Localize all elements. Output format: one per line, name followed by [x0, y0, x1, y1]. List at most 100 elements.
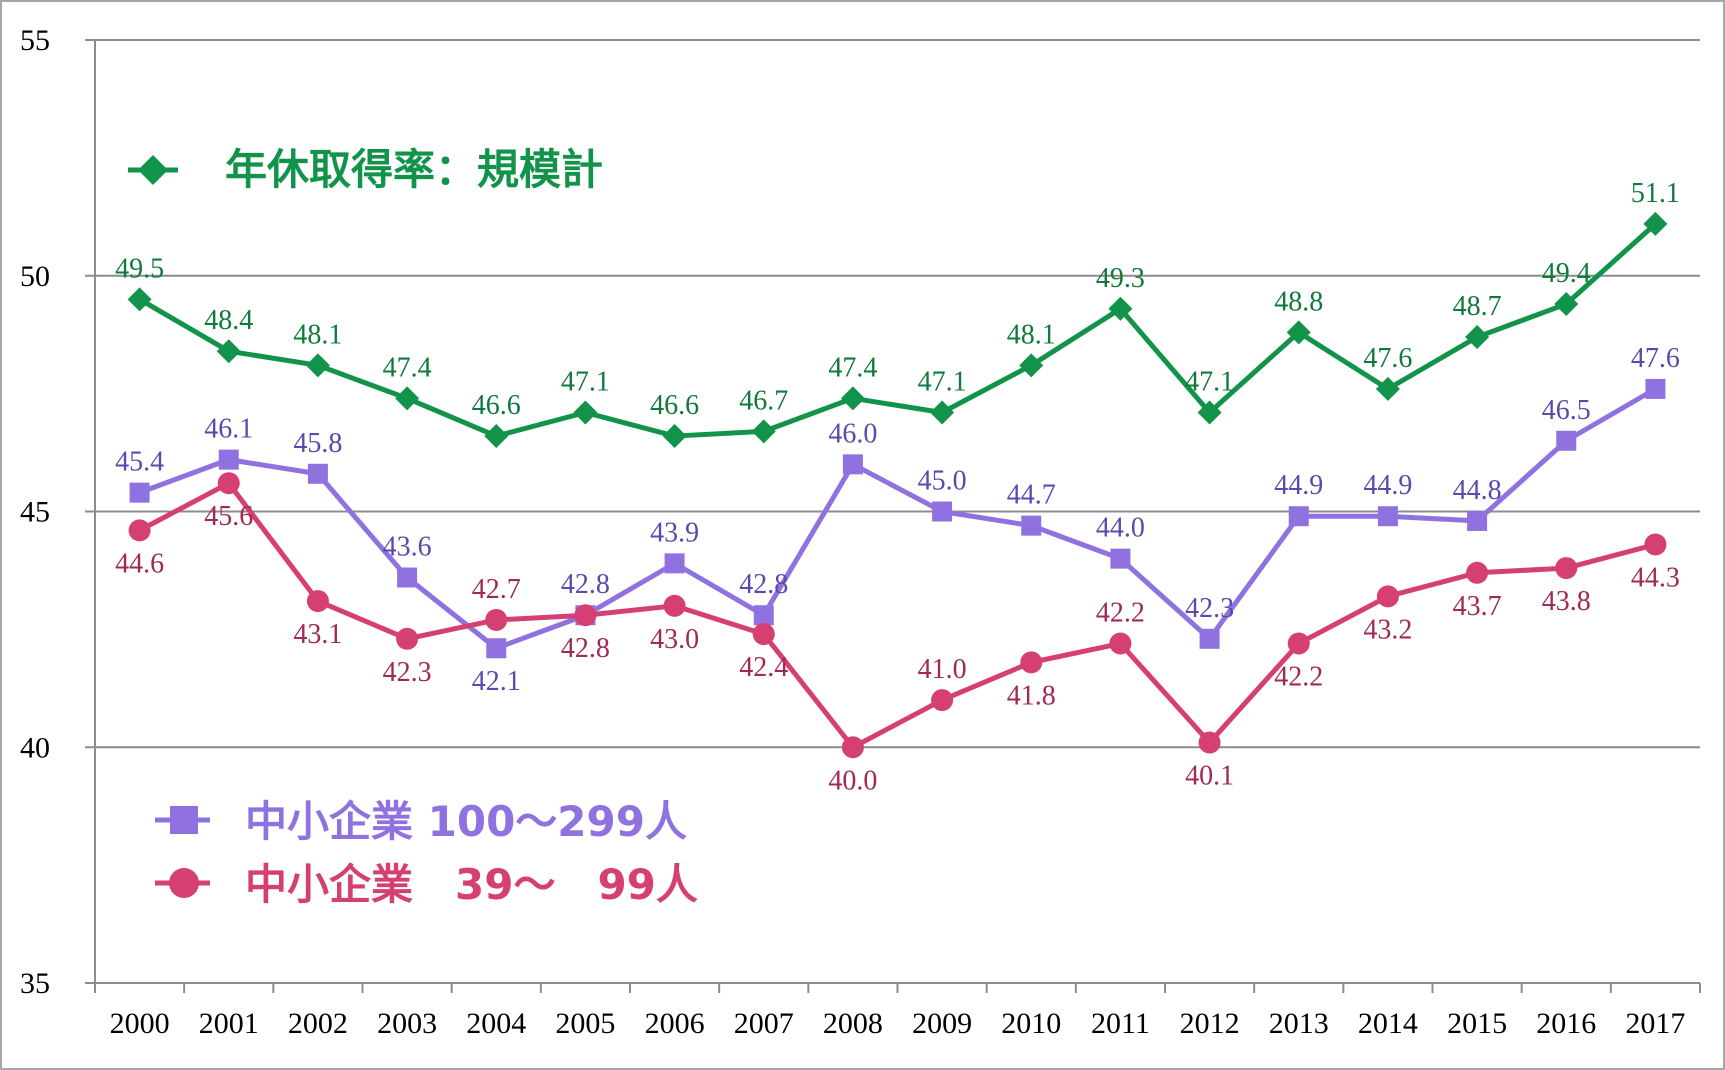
- diamond-point-2011: [1108, 296, 1133, 321]
- legend-label-100-299: 中小企業 100～299人: [245, 797, 687, 846]
- data-label-s1-2000: 45.4: [115, 447, 164, 478]
- circle-point-2017: [1644, 533, 1667, 556]
- diamond-point-2014: [1375, 376, 1400, 401]
- x-tick-label-2001: 2001: [199, 1007, 259, 1040]
- diamond-point-2008: [840, 386, 865, 411]
- data-label-s1-2003: 43.6: [383, 532, 432, 563]
- square-marker-icon: [170, 806, 198, 834]
- data-label-s1-2014: 44.9: [1363, 470, 1412, 501]
- data-label-s0-2016: 49.4: [1542, 258, 1591, 289]
- data-label-s0-2005: 47.1: [561, 366, 610, 397]
- x-tick-label-2012: 2012: [1180, 1007, 1240, 1040]
- diamond-point-2012: [1197, 400, 1222, 425]
- data-label-s2-2011: 42.2: [1096, 598, 1145, 629]
- axes: [85, 39, 1701, 993]
- diamond-point-2016: [1554, 292, 1579, 317]
- data-label-s1-2010: 44.7: [1007, 480, 1056, 511]
- x-tick-label-2017: 2017: [1625, 1007, 1685, 1040]
- data-label-s1-2015: 44.8: [1453, 475, 1502, 506]
- data-label-s2-2008: 40.0: [828, 765, 877, 796]
- legend-item-39-99: 中小企業 39～ 99人: [155, 860, 698, 909]
- data-label-s1-2001: 46.1: [204, 414, 253, 445]
- data-label-s2-2006: 43.0: [650, 624, 699, 655]
- circle-marker-icon: [169, 868, 199, 898]
- diamond-point-2002: [305, 353, 330, 378]
- data-label-s2-2005: 42.8: [561, 633, 610, 664]
- y-tick-labels: 35 40 45 50 55: [20, 24, 50, 1000]
- square-point-2010: [1021, 515, 1042, 536]
- gridlines: [95, 39, 1700, 749]
- circle-point-2012: [1198, 731, 1221, 754]
- x-tick-label-2005: 2005: [555, 1007, 615, 1040]
- diamond-point-2004: [484, 424, 509, 449]
- data-label-s0-2001: 48.4: [204, 305, 253, 336]
- square-point-2017: [1645, 378, 1666, 399]
- data-label-s2-2003: 42.3: [383, 657, 432, 688]
- circle-point-2011: [1109, 632, 1132, 655]
- circle-point-2008: [841, 736, 864, 759]
- circle-point-2006: [663, 594, 686, 617]
- data-label-s2-2004: 42.7: [472, 574, 521, 605]
- data-label-s2-2015: 43.7: [1453, 591, 1502, 622]
- circle-point-2014: [1376, 585, 1399, 608]
- data-label-s2-2000: 44.6: [115, 548, 164, 579]
- circle-point-2002: [306, 590, 329, 613]
- square-point-2013: [1288, 506, 1309, 527]
- data-label-s0-2002: 48.1: [293, 319, 342, 350]
- square-point-2016: [1556, 430, 1577, 451]
- data-label-s0-2011: 49.3: [1096, 263, 1145, 294]
- square-point-2015: [1467, 510, 1488, 531]
- legend-item-total: 年休取得率：規模計: [128, 145, 603, 194]
- x-tick-label-2002: 2002: [288, 1007, 348, 1040]
- square-point-2012: [1199, 628, 1220, 649]
- series-lines: [138, 222, 1658, 750]
- data-label-s0-2004: 46.6: [472, 390, 521, 421]
- y-tick-label-50: 50: [20, 260, 50, 293]
- diamond-point-2017: [1643, 211, 1668, 236]
- data-label-s1-2006: 43.9: [650, 517, 699, 548]
- diamond-point-2000: [127, 287, 152, 312]
- x-tick-label-2006: 2006: [645, 1007, 705, 1040]
- square-point-2011: [1110, 548, 1131, 569]
- diamond-point-2003: [395, 386, 420, 411]
- data-label-s1-2017: 47.6: [1631, 343, 1680, 374]
- x-tick-labels: 2000 2001 2002 2003 2004 2005 2006 2007 2008 2009…: [110, 1007, 1686, 1040]
- data-label-s2-2016: 43.8: [1542, 586, 1591, 617]
- data-label-s2-2007: 42.4: [739, 652, 788, 683]
- data-label-s2-2017: 44.3: [1631, 563, 1680, 594]
- diamond-point-2007: [751, 419, 776, 444]
- diamond-point-2001: [216, 339, 241, 364]
- data-label-s1-2009: 45.0: [918, 466, 967, 497]
- x-tick-label-2004: 2004: [466, 1007, 526, 1040]
- data-label-s1-2011: 44.0: [1096, 513, 1145, 544]
- legend-label-39-99: 中小企業 39～ 99人: [245, 860, 698, 909]
- circle-point-2004: [485, 608, 508, 631]
- circle-point-2016: [1555, 557, 1578, 580]
- series-line-2: [138, 480, 1657, 750]
- diamond-marker-icon: [138, 155, 168, 185]
- data-label-s0-2015: 48.7: [1453, 291, 1502, 322]
- x-tick-label-2003: 2003: [377, 1007, 437, 1040]
- circle-point-2009: [931, 689, 954, 712]
- square-point-2007: [753, 605, 774, 626]
- data-label-s0-2006: 46.6: [650, 390, 699, 421]
- legend-label-total: 年休取得率：規模計: [225, 145, 603, 194]
- x-tick-label-2011: 2011: [1091, 1007, 1150, 1040]
- data-label-s2-2002: 43.1: [293, 619, 342, 650]
- data-label-s2-2001: 45.6: [204, 501, 253, 532]
- square-point-2006: [664, 553, 685, 574]
- circle-point-2015: [1466, 561, 1489, 584]
- data-label-s1-2004: 42.1: [472, 666, 521, 697]
- x-tick-label-2007: 2007: [734, 1007, 794, 1040]
- data-label-s0-2000: 49.5: [115, 253, 164, 284]
- square-point-2014: [1377, 506, 1398, 527]
- diamond-point-2009: [930, 400, 955, 425]
- data-labels: 49.5 48.4 48.1 47.4 46.6 47.1 46.6 46.7 47.4 47.1…: [115, 178, 1680, 796]
- data-label-s2-2014: 43.2: [1363, 614, 1412, 645]
- data-label-s0-2007: 46.7: [739, 385, 788, 416]
- circle-point-2003: [396, 627, 419, 650]
- data-label-s0-2012: 47.1: [1185, 366, 1234, 397]
- data-label-s1-2002: 45.8: [293, 428, 342, 459]
- data-label-s1-2013: 44.9: [1274, 470, 1323, 501]
